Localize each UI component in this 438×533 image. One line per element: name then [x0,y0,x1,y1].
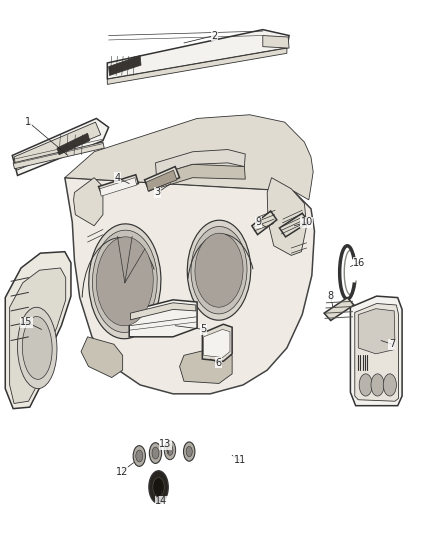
Polygon shape [263,36,289,48]
Polygon shape [13,142,104,169]
Ellipse shape [18,307,57,389]
Polygon shape [131,303,196,320]
Polygon shape [324,297,354,320]
Circle shape [383,374,396,396]
Polygon shape [129,300,197,337]
Circle shape [184,442,195,461]
Ellipse shape [92,230,157,333]
Polygon shape [155,164,245,189]
Polygon shape [107,48,287,84]
Text: 13: 13 [159,439,172,449]
Circle shape [136,450,143,462]
Text: 5: 5 [201,325,207,334]
Ellipse shape [22,317,52,379]
Circle shape [186,447,192,457]
Polygon shape [358,309,395,354]
Text: 7: 7 [389,339,395,349]
Polygon shape [350,296,402,406]
Polygon shape [145,167,180,191]
Polygon shape [107,30,289,79]
Polygon shape [155,150,245,175]
Polygon shape [12,118,109,175]
Text: 9: 9 [255,217,261,227]
Text: 11: 11 [234,456,246,465]
Polygon shape [204,329,230,358]
Polygon shape [65,177,314,394]
Ellipse shape [191,227,247,314]
Circle shape [153,478,164,497]
Text: 10: 10 [300,217,313,227]
Ellipse shape [96,237,153,326]
Ellipse shape [89,224,161,339]
Polygon shape [109,55,141,76]
Text: 14: 14 [155,496,167,506]
Text: 6: 6 [215,358,221,368]
Circle shape [133,446,145,466]
Polygon shape [180,348,232,383]
Polygon shape [10,268,66,403]
Text: 2: 2 [212,30,218,41]
Circle shape [149,443,162,463]
Text: 12: 12 [116,466,128,477]
Text: 16: 16 [353,258,365,268]
Text: 3: 3 [155,188,161,197]
Polygon shape [74,177,103,226]
Circle shape [149,471,168,503]
Polygon shape [279,213,309,237]
Polygon shape [355,303,399,401]
Circle shape [164,440,176,459]
Circle shape [359,374,372,396]
Polygon shape [81,337,123,377]
Ellipse shape [187,220,251,320]
Circle shape [167,445,173,455]
Polygon shape [146,170,177,191]
Circle shape [371,374,384,396]
Text: 1: 1 [25,117,32,127]
Circle shape [152,447,159,459]
Ellipse shape [195,233,243,307]
Text: 15: 15 [20,317,32,327]
Polygon shape [100,177,137,196]
Polygon shape [252,211,277,235]
Polygon shape [65,115,313,200]
Polygon shape [14,122,101,170]
Text: 8: 8 [328,291,334,301]
Polygon shape [5,252,71,409]
Polygon shape [57,133,90,155]
Polygon shape [267,177,307,255]
Polygon shape [99,175,138,195]
Polygon shape [202,324,232,361]
Text: 4: 4 [114,173,120,183]
